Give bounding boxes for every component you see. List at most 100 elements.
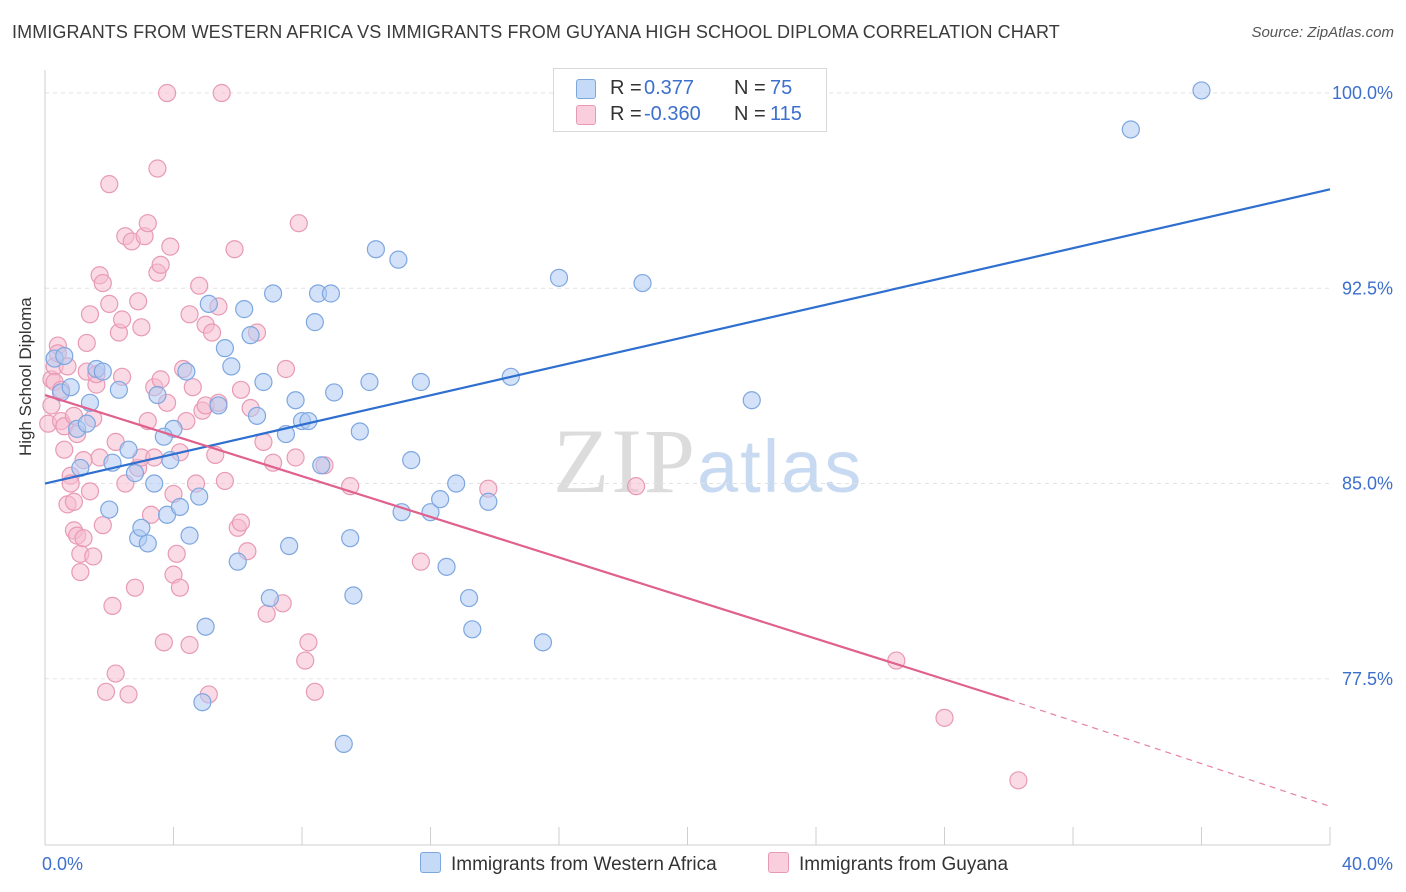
point-guyana <box>180 635 199 655</box>
y-tick-label: 92.5% <box>1342 278 1393 298</box>
point-western-africa <box>77 414 96 433</box>
point-western-africa <box>55 346 74 366</box>
point-guyana <box>119 685 138 704</box>
point-guyana <box>276 359 296 379</box>
point-western-africa <box>177 362 196 381</box>
point-guyana <box>154 633 173 652</box>
point-western-africa <box>209 396 228 415</box>
point-guyana <box>305 682 324 701</box>
point-western-africa <box>447 474 466 493</box>
legend-item-guyana[interactable]: Immigrants from Guyana <box>768 852 1008 876</box>
point-guyana <box>151 370 170 389</box>
point-guyana <box>157 83 177 103</box>
point-western-africa <box>742 391 761 410</box>
point-guyana <box>289 214 308 233</box>
point-guyana <box>93 273 112 293</box>
point-guyana <box>125 578 145 597</box>
point-guyana <box>212 83 231 103</box>
point-guyana <box>77 333 96 353</box>
point-guyana <box>183 378 202 397</box>
point-western-africa <box>193 693 212 712</box>
point-western-africa <box>402 451 421 470</box>
point-guyana <box>132 318 151 337</box>
point-western-africa <box>215 339 234 358</box>
point-guyana <box>296 651 315 670</box>
point-western-africa <box>411 372 430 392</box>
point-western-africa <box>132 518 151 537</box>
point-western-africa <box>199 294 218 313</box>
legend-label: Immigrants from Western Africa <box>451 854 717 875</box>
point-western-africa <box>61 378 80 397</box>
point-guyana <box>231 380 251 399</box>
point-guyana <box>71 562 90 582</box>
watermark-zip: ZIP <box>553 410 697 512</box>
point-guyana <box>80 305 100 324</box>
pink-swatch <box>768 852 789 873</box>
point-western-africa <box>180 526 199 545</box>
point-western-africa <box>222 357 241 376</box>
point-western-africa <box>100 500 119 519</box>
point-guyana <box>263 453 283 472</box>
point-guyana <box>626 477 646 496</box>
point-guyana <box>411 552 430 571</box>
pink-swatch <box>576 105 596 125</box>
r-label: R = <box>610 77 642 99</box>
point-guyana <box>299 633 318 652</box>
point-western-africa <box>247 406 267 425</box>
r-value: 0.377 <box>644 77 695 99</box>
r-value: -0.360 <box>644 103 701 125</box>
point-guyana <box>215 471 234 491</box>
n-label: N = <box>734 103 766 125</box>
point-guyana <box>231 513 251 532</box>
point-western-africa <box>148 385 167 405</box>
point-guyana <box>190 276 209 295</box>
y-tick-label: 77.5% <box>1342 669 1393 689</box>
point-western-africa <box>344 586 363 605</box>
point-guyana <box>151 255 170 274</box>
point-western-africa <box>549 268 569 287</box>
point-western-africa <box>1121 120 1140 139</box>
watermark-atlas: atlas <box>697 425 864 508</box>
point-western-africa <box>437 557 456 576</box>
point-western-africa <box>312 456 331 475</box>
point-western-africa <box>325 383 344 402</box>
point-guyana <box>138 214 157 233</box>
blue-swatch <box>420 852 441 873</box>
point-western-africa <box>334 734 353 753</box>
point-guyana <box>257 604 276 623</box>
source-label: Source: ZipAtlas.com <box>1251 24 1394 41</box>
legend-label: Immigrants from Guyana <box>799 854 1009 875</box>
point-western-africa <box>260 588 279 608</box>
point-western-africa <box>228 552 247 571</box>
point-guyana <box>167 544 186 563</box>
point-western-africa <box>479 492 498 511</box>
point-western-africa <box>360 372 379 392</box>
point-guyana <box>106 664 125 683</box>
trendline-western-africa <box>44 188 1331 485</box>
trendline-guyana <box>44 393 1010 701</box>
point-western-africa <box>145 474 164 493</box>
trendline-extension-guyana <box>1008 699 1331 807</box>
legend-item-western-africa[interactable]: Immigrants from Western Africa <box>420 852 717 876</box>
point-guyana <box>96 682 116 701</box>
n-label: N = <box>734 77 766 99</box>
x-tick-label: 0.0% <box>42 854 83 874</box>
point-guyana <box>286 448 305 467</box>
point-western-africa <box>170 497 190 517</box>
y-tick-label: 100.0% <box>1332 83 1393 103</box>
watermark: ZIPatlas <box>553 408 863 514</box>
point-western-africa <box>341 529 360 548</box>
point-western-africa <box>119 440 138 459</box>
point-guyana <box>180 305 199 324</box>
point-western-africa <box>280 536 299 556</box>
point-guyana <box>225 240 244 259</box>
y-axis-label: High School Diploma <box>16 297 35 456</box>
point-western-africa <box>350 422 369 441</box>
point-guyana <box>103 596 122 615</box>
r-label: R = <box>610 103 642 125</box>
blue-swatch <box>576 79 596 99</box>
point-western-africa <box>254 372 273 392</box>
point-western-africa <box>125 464 145 483</box>
point-western-africa <box>463 620 482 639</box>
